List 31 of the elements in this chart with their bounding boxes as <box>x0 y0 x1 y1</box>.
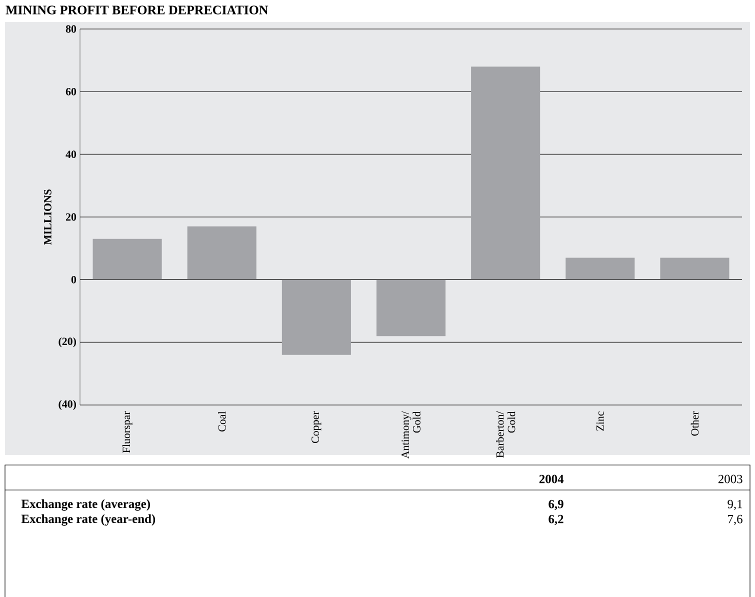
text: Exchange rate (year-end) <box>21 514 156 526</box>
bar <box>282 280 351 355</box>
text: 9,1 <box>728 500 742 510</box>
text: 6,9 <box>548 500 564 510</box>
x-tick-label: Zinc <box>596 412 604 431</box>
x-tick-label: Copper <box>312 411 322 443</box>
bar <box>187 226 256 280</box>
x-tick-label: Other <box>690 411 699 436</box>
text: Exchange rate (average) <box>21 499 150 511</box>
x-tick-label: Antimony/ Gold <box>402 411 420 459</box>
y-tick-label: 40 <box>66 150 76 158</box>
y-tick-label: (20) <box>58 337 76 348</box>
x-tick-label: Coal <box>218 411 226 432</box>
bar <box>566 258 635 280</box>
text: 6,2 <box>548 514 564 526</box>
y-axis-title: MILLIONS <box>44 189 52 245</box>
bar <box>660 258 730 280</box>
text: 2003 <box>718 474 742 484</box>
y-tick-label: 0 <box>71 276 76 284</box>
bar <box>471 66 540 280</box>
bar <box>92 238 162 280</box>
y-tick-label: 20 <box>66 213 76 221</box>
y-tick-label: (40) <box>58 400 76 410</box>
y-tick-label: 80 <box>66 25 76 33</box>
x-tick-label: Barberton/ Gold <box>496 411 516 458</box>
text: 7,6 <box>728 514 742 526</box>
chart-title: MINING PROFIT BEFORE DEPRECIATION <box>6 6 268 14</box>
y-tick-label: 60 <box>66 88 76 96</box>
x-tick-label: Fluorspar <box>122 411 132 453</box>
bar <box>376 280 446 336</box>
text: 2004 <box>539 474 564 484</box>
